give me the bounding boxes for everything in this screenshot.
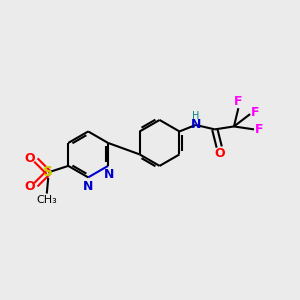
Text: N: N xyxy=(83,180,93,193)
Text: O: O xyxy=(214,147,224,160)
Text: CH₃: CH₃ xyxy=(36,195,57,205)
Text: F: F xyxy=(255,123,263,136)
Text: H: H xyxy=(192,111,200,121)
Text: N: N xyxy=(190,118,201,131)
Text: F: F xyxy=(234,95,243,108)
Text: O: O xyxy=(24,152,35,165)
Text: F: F xyxy=(251,106,260,119)
Text: S: S xyxy=(43,165,53,179)
Text: O: O xyxy=(24,180,35,193)
Text: N: N xyxy=(104,168,115,181)
